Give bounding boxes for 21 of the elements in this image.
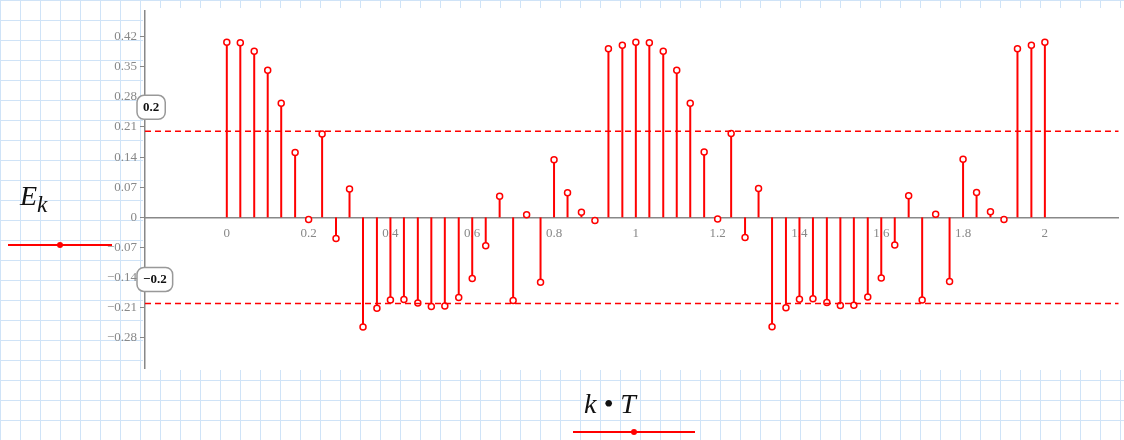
x-tick-label: 0 xyxy=(223,224,231,240)
x-tick-label: 0.8 xyxy=(545,224,563,240)
x-tick-label: 1.8 xyxy=(954,224,972,240)
x-tick-label: 1.2 xyxy=(709,224,726,240)
y-tick-label: 0.14 xyxy=(114,148,138,164)
y-tick-label: −0.28 xyxy=(106,329,137,345)
y-tick-label: −0.21 xyxy=(106,299,137,315)
y-tick-label: 0.42 xyxy=(114,28,137,44)
ref-line-label: 0.2 xyxy=(143,98,160,114)
x-axis-title: k • T xyxy=(584,388,636,420)
y-tick-label: 0.35 xyxy=(114,58,137,74)
x-tick-label: 0.2 xyxy=(300,224,317,240)
x-tick-label: 1 xyxy=(632,224,640,240)
y-tick-label: 0.28 xyxy=(114,88,137,104)
y-axis-title: E$_{k}$ xyxy=(20,180,48,218)
x-tick-label: 2 xyxy=(1041,224,1049,240)
y-tick-label: −0.07 xyxy=(106,238,138,254)
y-tick-label: 0.21 xyxy=(114,118,137,134)
y-tick-label: 0.07 xyxy=(114,178,138,194)
y-tick-label: 0 xyxy=(130,208,137,224)
ref-line-label: −0.2 xyxy=(143,270,167,286)
